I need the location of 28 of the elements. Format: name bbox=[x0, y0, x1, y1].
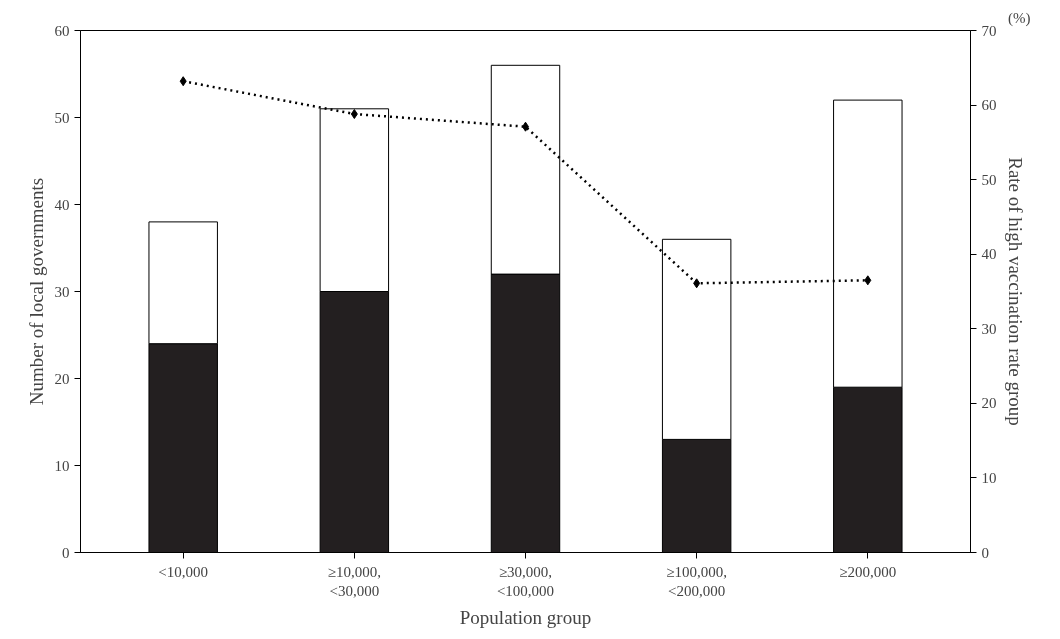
y-axis-title: Number of local governments bbox=[25, 177, 47, 406]
text: (%) bbox=[1008, 9, 1031, 27]
y2-tick-label: 0 bbox=[981, 544, 989, 561]
x-axis-title: Population group bbox=[459, 606, 592, 628]
point bbox=[350, 109, 358, 120]
point bbox=[179, 76, 187, 87]
y2-axis-title: Rate of high vaccination rate group bbox=[1004, 157, 1026, 426]
x-tick-label: ≥100,000, <200,000 bbox=[666, 563, 728, 599]
y-tick-label: 60 bbox=[54, 22, 70, 39]
x-tick-label: ≥200,000 bbox=[839, 563, 897, 580]
y2-tick-label: 30 bbox=[981, 320, 997, 337]
x-tick-label: <10,000 bbox=[158, 563, 209, 580]
point bbox=[693, 278, 701, 289]
y2-tick-label: 50 bbox=[981, 171, 997, 188]
y-tick-label: 30 bbox=[54, 283, 70, 300]
y-tick-label: 40 bbox=[54, 196, 70, 213]
y2-tick-label: 70 bbox=[981, 22, 997, 39]
y-tick-label: 50 bbox=[54, 109, 70, 126]
y2-tick-label: 20 bbox=[981, 395, 997, 412]
y2-tick-label: 40 bbox=[981, 246, 997, 263]
y-tick-label: 10 bbox=[54, 457, 70, 474]
y-tick-label: 20 bbox=[54, 370, 70, 387]
y2-tick-label: 60 bbox=[981, 97, 997, 114]
x-tick-label: ≥30,000, <100,000 bbox=[496, 563, 555, 599]
y2-tick-label: 10 bbox=[981, 469, 997, 486]
point bbox=[864, 275, 872, 286]
x-tick-label: ≥10,000, <30,000 bbox=[327, 563, 381, 599]
y-tick-label: 0 bbox=[62, 544, 70, 561]
